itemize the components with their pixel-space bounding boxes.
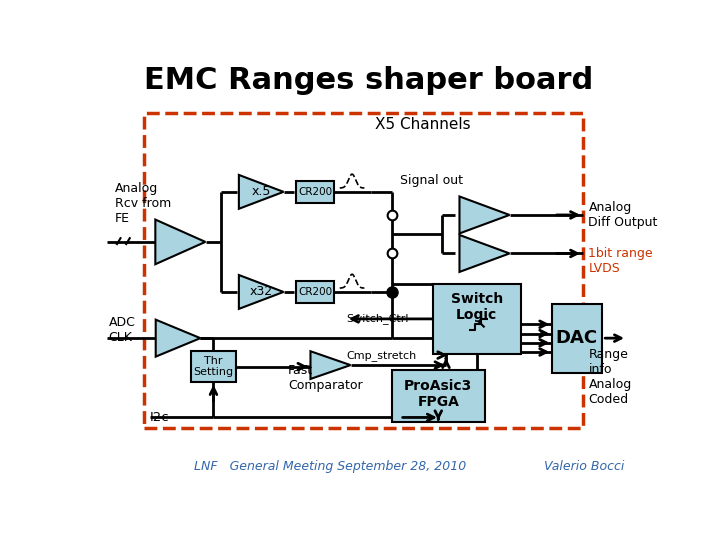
Polygon shape: [239, 275, 284, 309]
Text: Cmp_stretch: Cmp_stretch: [346, 349, 416, 361]
Bar: [392, 370, 485, 422]
Polygon shape: [459, 197, 510, 233]
Text: X5 Channels: X5 Channels: [375, 117, 471, 132]
Text: CR200: CR200: [298, 187, 332, 197]
Polygon shape: [156, 320, 200, 356]
Text: Thr
Setting: Thr Setting: [194, 356, 233, 377]
Text: 1bit range
LVDS: 1bit range LVDS: [588, 247, 653, 275]
Text: x32: x32: [250, 286, 273, 299]
Text: Range
info
Analog
Coded: Range info Analog Coded: [588, 348, 631, 406]
Text: CR200: CR200: [298, 287, 332, 297]
Text: ProAsic3
FPGA: ProAsic3 FPGA: [404, 379, 472, 409]
Text: EMC Ranges shaper board: EMC Ranges shaper board: [145, 66, 593, 94]
Text: Switch_Ctrl: Switch_Ctrl: [346, 313, 408, 325]
Polygon shape: [459, 235, 510, 272]
Polygon shape: [239, 175, 284, 209]
Text: Fast
Comparator: Fast Comparator: [288, 364, 363, 392]
Bar: [433, 284, 521, 354]
Bar: [552, 303, 602, 373]
Polygon shape: [310, 351, 351, 379]
Bar: [144, 112, 583, 428]
Text: Analog
Diff Output: Analog Diff Output: [588, 201, 658, 229]
Text: ADC
CLK: ADC CLK: [109, 316, 135, 345]
Text: x.5: x.5: [251, 185, 271, 198]
Polygon shape: [156, 220, 205, 264]
Text: Valerio Bocci: Valerio Bocci: [544, 460, 625, 473]
Text: I2c: I2c: [150, 411, 169, 424]
Bar: [296, 181, 334, 202]
Text: LNF   General Meeting September 28, 2010: LNF General Meeting September 28, 2010: [194, 460, 467, 473]
Text: Analog
Rcv from
FE: Analog Rcv from FE: [115, 182, 171, 225]
Bar: [191, 351, 235, 382]
Text: DAC: DAC: [556, 329, 598, 347]
Text: Switch
Logic: Switch Logic: [451, 292, 503, 322]
Bar: [296, 281, 334, 303]
Text: Signal out: Signal out: [400, 174, 463, 187]
